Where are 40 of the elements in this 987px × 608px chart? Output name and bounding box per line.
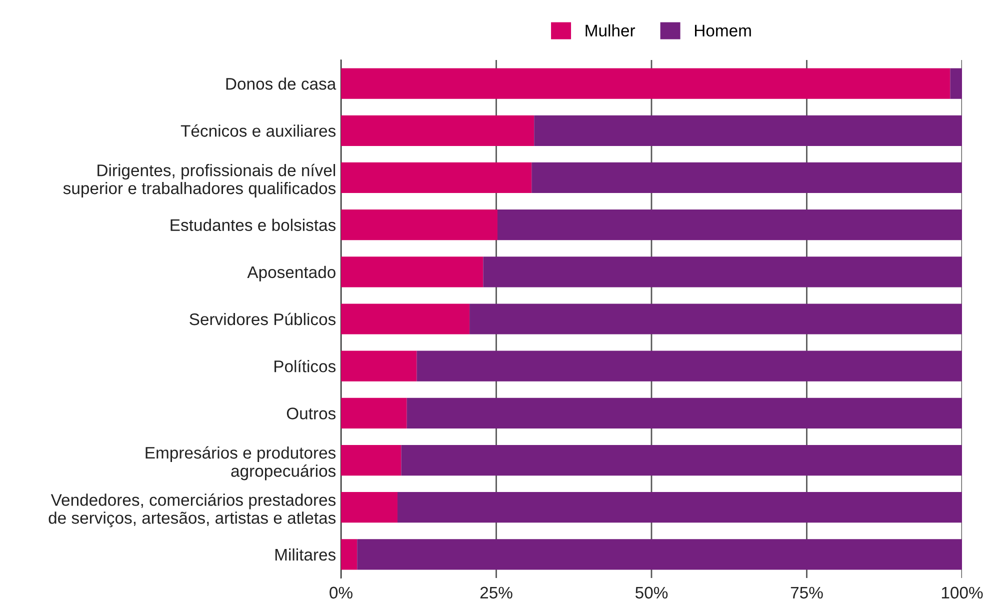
y-tick-label: Servidores Públicos: [190, 312, 336, 326]
bar: [406, 398, 962, 428]
bar: [341, 492, 398, 523]
x-tick-label: 25%: [480, 586, 512, 599]
y-tick-label: Empresários e produtores agropecuários: [146, 446, 336, 480]
bar: [341, 115, 534, 146]
bar: [416, 350, 962, 382]
bar: [341, 256, 484, 288]
y-tick-label: Donos de casa: [226, 78, 336, 90]
bar: [341, 162, 532, 194]
y-tick-label: Estudantes e bolsistas: [170, 218, 336, 232]
legend-label: Mulher: [586, 24, 636, 37]
bar: [341, 68, 950, 99]
bar: [532, 162, 962, 194]
bar: [497, 210, 962, 240]
bar: [341, 350, 417, 382]
bar: [950, 68, 962, 99]
legend-label: Homem: [695, 24, 751, 37]
bar: [401, 444, 962, 476]
bar: [357, 539, 962, 570]
bar: [341, 398, 407, 428]
x-tick-label: 75%: [790, 586, 823, 599]
y-tick-label: Militares: [275, 548, 336, 561]
y-tick-label: Outros: [286, 408, 336, 420]
bar: [483, 256, 962, 288]
y-tick-label: Técnicos e auxiliares: [180, 124, 336, 137]
y-tick-label: Vendedores, comerciários prestadores de serviços, artesãos, artistas e atletas: [48, 493, 336, 528]
bar: [341, 444, 402, 476]
bar: [341, 304, 470, 334]
bar: [470, 304, 962, 334]
bar: [341, 210, 498, 240]
x-tick-label: 50%: [635, 586, 668, 599]
y-tick-label: Dirigentes, profissionais de nível superior e trabalhadores qualificados: [63, 164, 336, 198]
bar: [341, 539, 358, 570]
y-tick-label: Políticos: [274, 360, 336, 372]
bar: [534, 115, 962, 146]
y-tick-label: Aposentado: [247, 266, 336, 282]
x-tick-label: 0%: [330, 586, 352, 599]
bar: [398, 492, 962, 523]
x-tick-label: 100%: [942, 586, 983, 599]
